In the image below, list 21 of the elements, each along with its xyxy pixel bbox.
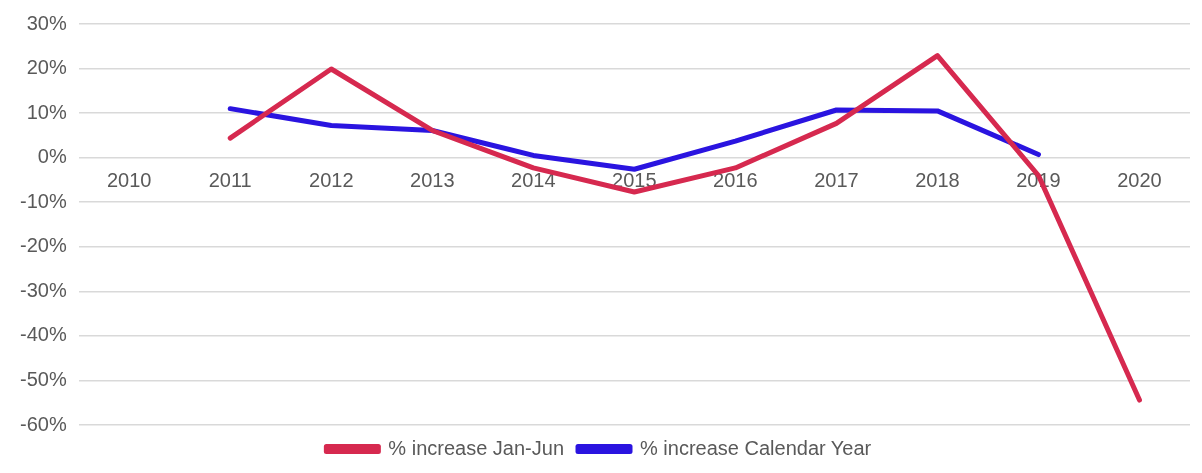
y-tick-label: -10% [19, 189, 67, 212]
x-tick-label: 2013 [410, 169, 455, 192]
x-tick-label: 2018 [915, 169, 960, 192]
x-tick-label: 2020 [1117, 169, 1162, 192]
y-tick-label: -40% [19, 323, 67, 346]
x-tick-label: 2010 [106, 169, 152, 192]
x-tick-label: 2016 [713, 169, 758, 192]
x-tick-label: 2012 [309, 169, 354, 192]
y-tick-label: 0% [37, 145, 67, 168]
y-tick-label: 10% [26, 100, 67, 123]
x-tick-label: 2014 [511, 169, 556, 192]
y-tick-label: 20% [26, 56, 67, 79]
legend-label: % increase Jan-Jun [388, 436, 565, 459]
y-tick-label: 30% [26, 11, 67, 34]
legend-label: % increase Calendar Year [640, 436, 872, 459]
y-tick-label: -50% [19, 367, 67, 390]
y-tick-label: -60% [19, 412, 67, 435]
y-tick-label: -20% [19, 234, 67, 257]
x-tick-label: 2011 [208, 169, 252, 192]
y-tick-label: -30% [19, 278, 67, 301]
x-tick-label: 2017 [814, 169, 859, 192]
